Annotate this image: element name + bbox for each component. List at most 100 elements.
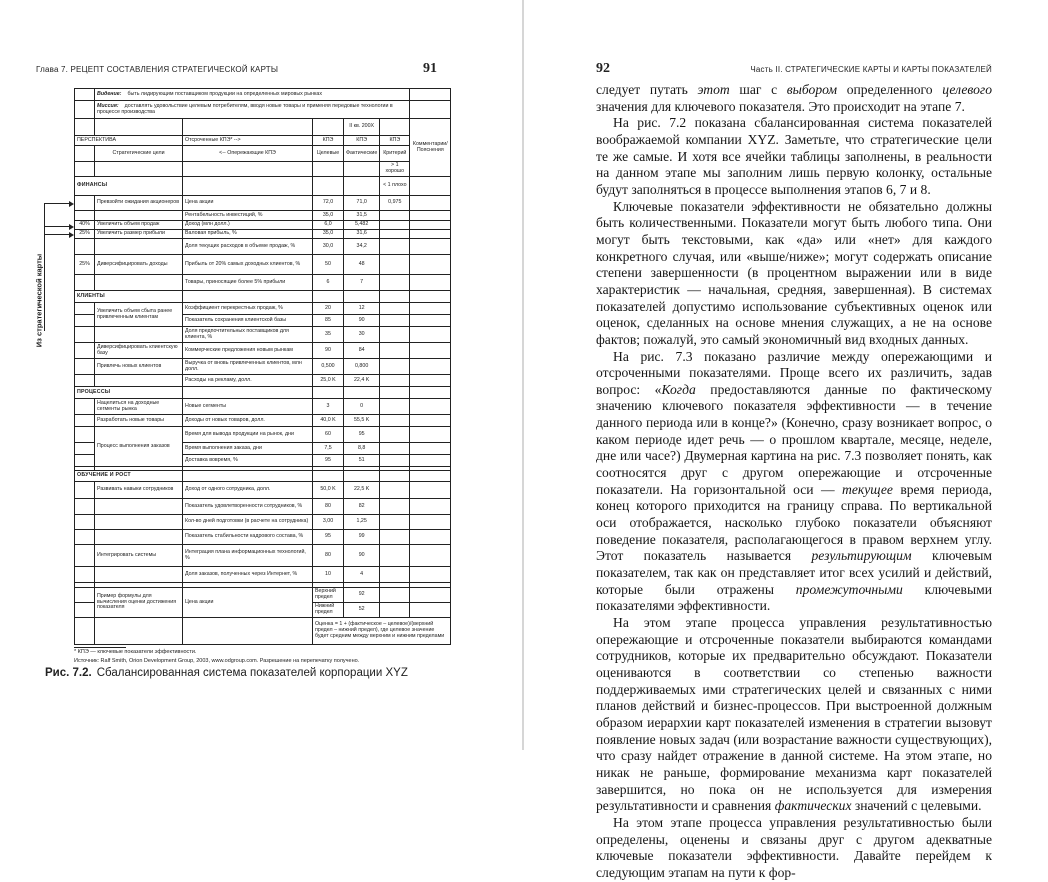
table-cell: 90 (312, 342, 344, 359)
table-row: Нижний предел 52 (74, 602, 452, 618)
table-header-row: Видение: быть лидирующим поставщиком прод… (74, 88, 452, 101)
table-cell (74, 195, 95, 211)
table-cell (379, 314, 411, 327)
paragraph: следует путать этот шаг с выбором опреде… (596, 82, 992, 115)
table-cell (182, 386, 313, 399)
table-cell (94, 210, 183, 221)
figure-caption: Рис. 7.2. Сбалансированная система показа… (45, 667, 408, 679)
table-cell (312, 118, 344, 136)
balanced-scorecard-table: Видение: быть лидирующим поставщиком прод… (74, 88, 452, 645)
table-row: ОБУЧЕНИЕ И РОСТ (74, 470, 452, 482)
table-cell (94, 374, 183, 387)
emphasis: этот (697, 82, 730, 97)
emphasis: выбором (786, 82, 838, 97)
text-run: значений с целевыми. (851, 798, 982, 814)
table-cell: Доставка вовремя, % (182, 454, 313, 467)
table-cell (94, 498, 183, 515)
table-cell (379, 426, 411, 443)
text-run: На этом этапе процесса управления резуль… (596, 615, 992, 814)
table-cell (74, 302, 95, 315)
table-cell: Комментарии/ Пояснения (409, 118, 452, 177)
table-cell: ПЕРСПЕКТИВА (74, 135, 183, 146)
table-cell (74, 358, 95, 375)
table-cell (379, 442, 411, 455)
table-cell: Диверсифицировать клиентскую базу (94, 342, 183, 359)
paragraph: На рис. 7.2 показана сбалансированная си… (596, 115, 992, 198)
table-cell: Увеличить объем продаж (94, 220, 183, 230)
table-cell (379, 514, 411, 530)
table-cell (74, 274, 95, 291)
table-row: Увеличить объем сбыта ранее привлеченным… (74, 302, 452, 327)
table-cell (74, 342, 95, 359)
table-cell: Доход от одного сотрудника, долл. (182, 481, 313, 499)
text-run: На рис. 7.3 показано различие между опер… (596, 348, 992, 397)
table-cell (74, 374, 95, 387)
table-cell (74, 414, 95, 427)
table-cell: 80 (312, 544, 344, 567)
table-row: Превзойти ожидания акционеров Цена акции 7… (74, 195, 452, 211)
table-cell: 7 (342, 274, 381, 291)
table-cell (74, 514, 95, 530)
table-cell (409, 326, 452, 343)
table-cell (409, 470, 452, 482)
table-cell: Верхний предел (312, 587, 344, 603)
caption-text: Сбалансированная система показателей кор… (96, 667, 408, 679)
table-cell (409, 238, 452, 255)
table-cell: Миссия: доставлять удовольствие целевым п… (93, 100, 411, 119)
table-row: Показатель сохранения клиентской базы 85 9… (74, 314, 452, 327)
table-cell (94, 529, 183, 545)
table-cell: Товары, приносящие более 5% прибыли (182, 274, 313, 291)
table-cell (379, 210, 411, 221)
table-cell: Время выполнения заказа, дни (182, 442, 313, 455)
table-cell: 7,5 (312, 442, 344, 455)
table-row: Показатель стабильности кадрового состав… (74, 529, 452, 545)
table-cell: Разработать новые товары (94, 414, 183, 427)
table-cell (74, 100, 95, 119)
emphasis: результирующим (811, 548, 912, 564)
table-cell (379, 254, 411, 275)
table-cell: Оценка = 1 + (фактическое – целевое)/(ве… (311, 617, 452, 645)
table-cell (94, 566, 183, 583)
table-cell: Процесс выполнения заказов (94, 426, 183, 467)
source-note: Источник: Ralf Smith, Orion Development … (74, 658, 360, 664)
table-cell (74, 426, 95, 443)
table-header-row: Стратегические цели <-- Опережающие КПЭ Це… (74, 145, 451, 162)
table-cell: 50 (312, 254, 344, 275)
table-row: Доля предпочтительных поставщиков для кл… (74, 326, 452, 343)
table-cell (74, 544, 95, 567)
table-row: 25% Диверсифицировать доходы Прибыль от 20… (74, 254, 452, 275)
table-cell: Доля заказов, полученных через Интернет,… (182, 566, 313, 583)
table-cell: 12 (342, 302, 381, 315)
table-cell: Кол-во дней подготовки (в расчете на сот… (182, 514, 313, 530)
table-cell (94, 326, 183, 343)
table-cell (74, 587, 95, 603)
table-cell: Коммерческие предложения новым рынкам (182, 342, 313, 359)
arrow-right-icon (44, 223, 74, 230)
table-cell: 95 (342, 426, 381, 443)
table-row: Показатель удовлетворенности сотрудников… (74, 498, 452, 515)
table-cell: Время для вывода продукции на рынок, дни (182, 426, 313, 443)
table-row: Диверсифицировать клиентскую базу Коммерч… (74, 342, 452, 359)
emphasis: фактических (774, 798, 852, 814)
table-row: ПРОЦЕССЫ (74, 386, 452, 399)
table-cell: Нацелиться на доходные сегменты рынка (94, 398, 183, 415)
table-cell (312, 161, 344, 177)
table-cell: 34,2 (342, 238, 381, 255)
table-cell: 6 (312, 274, 344, 291)
table-cell: < 1 плохо (379, 176, 411, 196)
table-cell: 52 (342, 602, 381, 618)
table-row: Товары, приносящие более 5% прибыли 6 7 (74, 274, 452, 291)
table-cell (409, 254, 452, 275)
paragraph: На этом этапе процесса управления резуль… (596, 615, 992, 815)
table-cell (74, 498, 95, 515)
table-cell (379, 470, 411, 482)
table-cell (312, 470, 344, 482)
caption-label: Рис. 7.2. (45, 667, 92, 679)
table-cell: 3,00 (312, 514, 344, 530)
table-cell (379, 454, 411, 467)
table-cell: 35 (312, 326, 344, 343)
table-cell (312, 290, 344, 303)
table-cell (74, 326, 95, 343)
table-cell: II кв. 200X (342, 118, 381, 136)
table-header-row: Миссия: доставлять удовольствие целевым п… (74, 100, 452, 119)
